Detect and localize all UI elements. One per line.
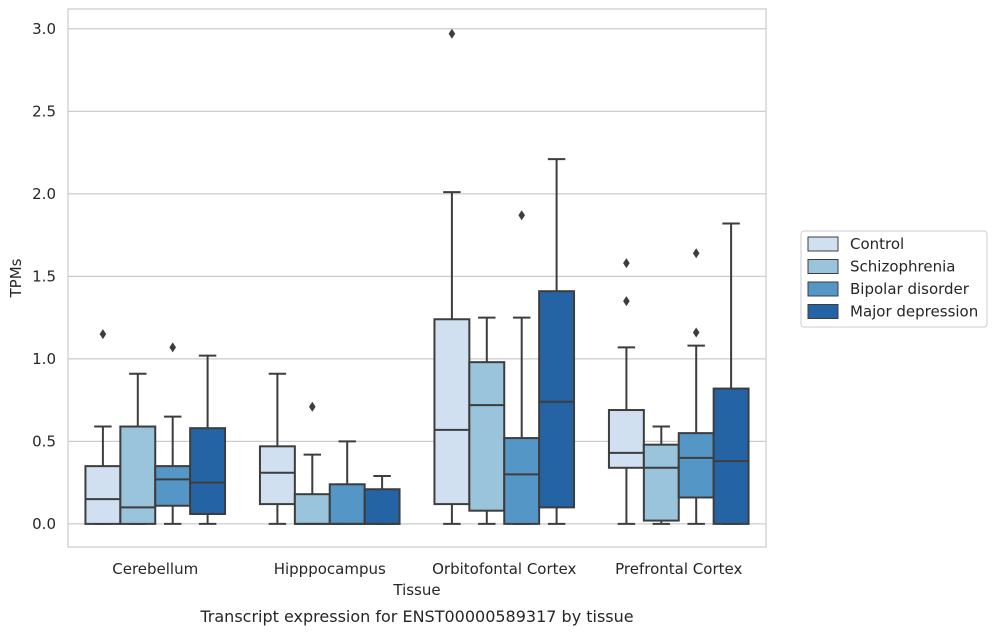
box-element [677, 248, 715, 525]
outlier-marker [623, 258, 630, 269]
y-tick-label: 3.0 [32, 20, 56, 38]
outlier-marker [99, 329, 107, 340]
x-tick-label: Hipppocampus [274, 560, 386, 578]
box-series [84, 28, 750, 525]
iqr-box [538, 290, 576, 509]
box-element [328, 440, 366, 525]
box-element [119, 372, 157, 525]
legend-swatch [807, 259, 839, 274]
series-major-depression [189, 158, 750, 525]
box-element [642, 425, 680, 525]
y-tick-label: 0.0 [32, 515, 56, 533]
series-control [84, 28, 645, 525]
grid-lines [68, 28, 766, 525]
box-element [293, 401, 331, 525]
outlier-marker [623, 296, 630, 307]
legend-swatch [807, 281, 839, 297]
iqr-box [433, 318, 471, 506]
box-element [189, 354, 227, 525]
box-element [712, 222, 750, 525]
y-axis-label: TPMs [7, 258, 25, 298]
box-element [468, 316, 506, 525]
x-tick-label: Orbitofontal Cortex [432, 560, 576, 578]
iqr-box [677, 432, 715, 499]
y-tick-label: 2.0 [32, 185, 56, 203]
box-element [503, 210, 541, 525]
legend-swatch [807, 236, 839, 252]
iqr-box [642, 443, 680, 522]
y-tick-label: 2.5 [32, 102, 56, 120]
x-tick-labels: Cerebellum Hipppocampus Orbitofontal Corte… [112, 560, 742, 578]
iqr-box [503, 437, 541, 525]
y-tick-labels: 0.0 0.5 1.0 1.5 2.0 2.5 3.0 [32, 20, 56, 533]
box-element [607, 258, 645, 525]
series-schizophrenia [119, 316, 680, 525]
legend-label: Control [850, 235, 904, 253]
y-tick-label: 1.0 [32, 350, 56, 368]
box-element [154, 342, 192, 525]
outlier-marker [169, 342, 176, 353]
box-element [363, 475, 401, 525]
iqr-box [468, 361, 506, 512]
x-axis-label: Tissue [392, 581, 440, 599]
iqr-box [293, 493, 331, 525]
iqr-box [607, 409, 645, 469]
outlier-marker [518, 210, 525, 221]
iqr-box [328, 483, 366, 525]
legend-frame [800, 230, 988, 328]
iqr-box [258, 445, 296, 506]
series-bipolar-disorder [154, 210, 715, 525]
iqr-box [189, 427, 227, 515]
iqr-box [119, 425, 157, 525]
plot-frame [67, 8, 767, 548]
y-tick-label: 0.5 [32, 432, 56, 450]
box-element [538, 158, 576, 525]
iqr-box [712, 387, 750, 525]
legend-label: Bipolar disorder [850, 280, 970, 298]
outlier-marker [309, 401, 316, 412]
y-tick-label: 1.5 [32, 267, 56, 285]
iqr-box [363, 488, 401, 525]
outlier-marker [448, 28, 456, 39]
outlier-marker [692, 327, 700, 338]
x-tick-label: Cerebellum [112, 560, 198, 578]
outlier-marker [692, 248, 700, 259]
legend: Control Schizophrenia Bipolar disorder Majo… [800, 230, 988, 328]
iqr-box [84, 465, 122, 525]
legend-label: Schizophrenia [850, 258, 955, 276]
legend-label: Major depression [850, 303, 978, 321]
iqr-box [154, 465, 192, 507]
box-element [433, 28, 471, 525]
box-element [258, 372, 296, 525]
x-tick-label: Prefrontal Cortex [615, 560, 742, 578]
chart-caption: Transcript expression for ENST0000058931… [199, 607, 633, 626]
legend-swatch [807, 304, 839, 319]
